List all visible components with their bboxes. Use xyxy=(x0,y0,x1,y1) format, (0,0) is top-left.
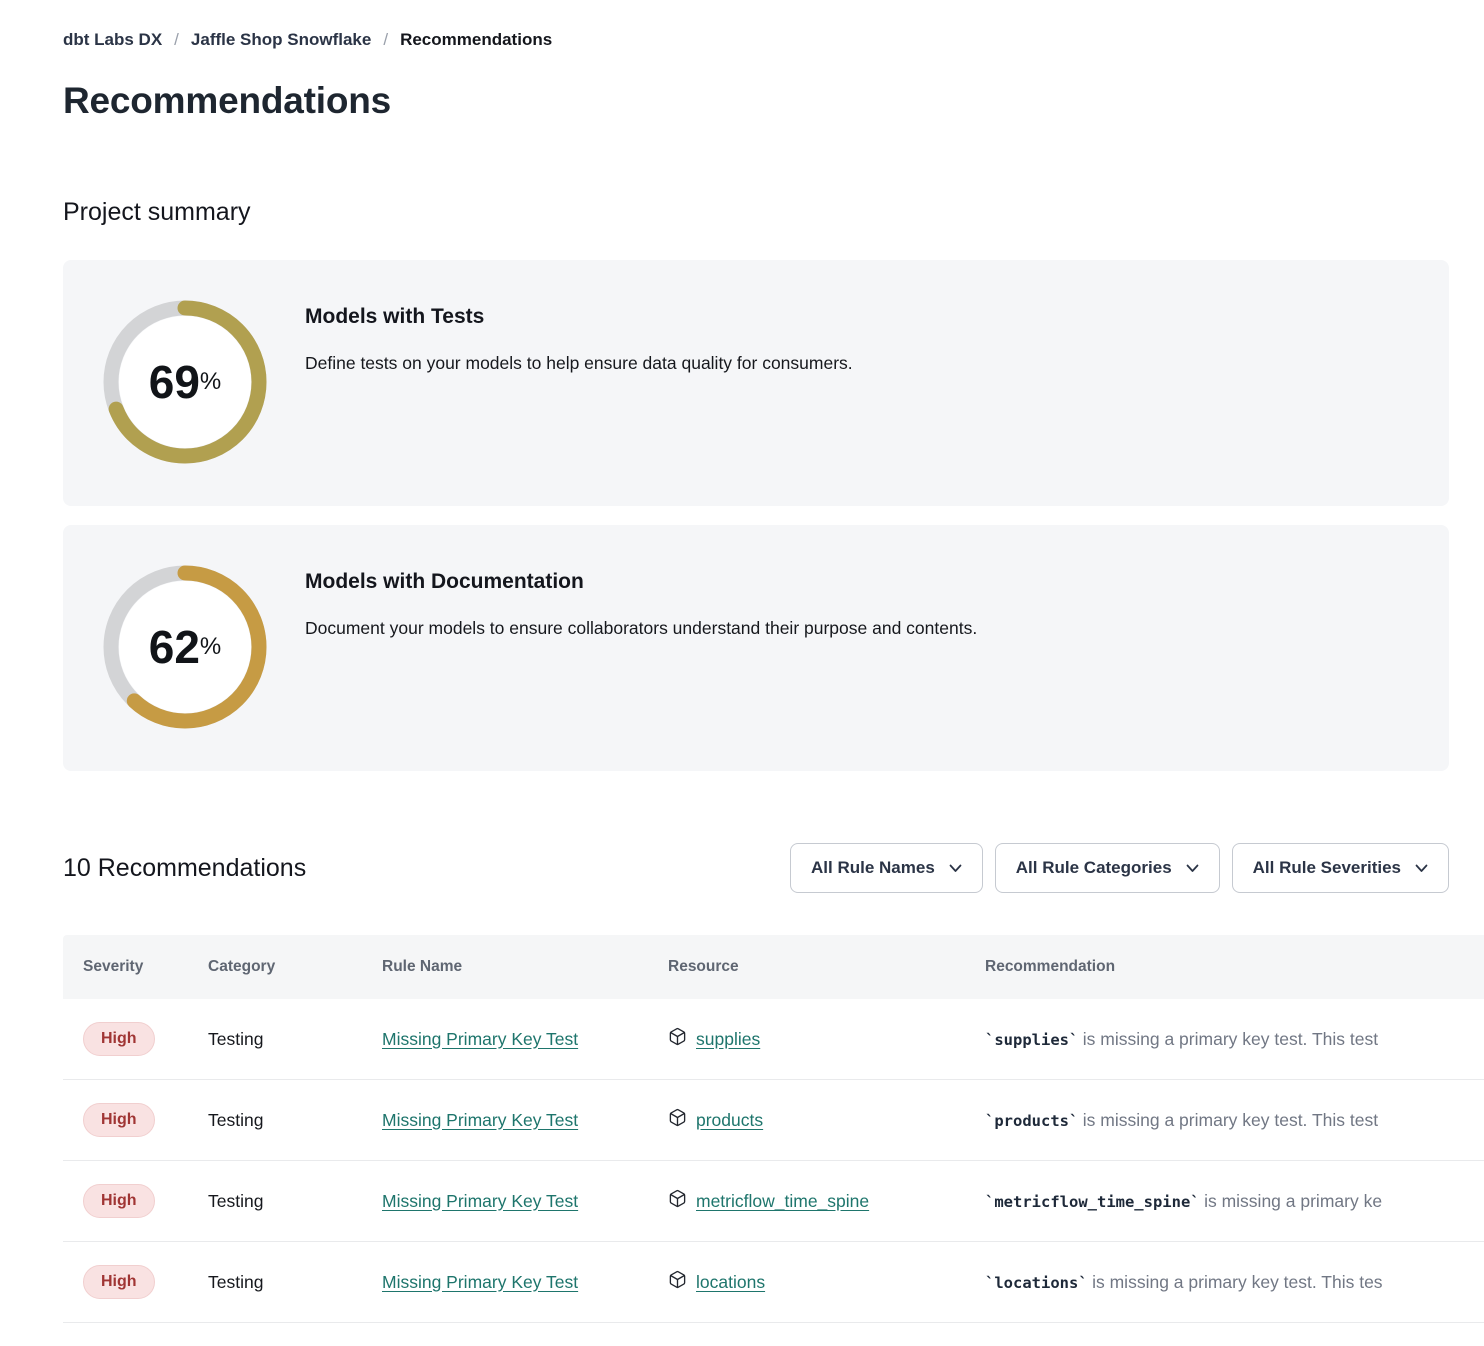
table-row: High Testing Missing Primary Key Test pr… xyxy=(63,1080,1484,1161)
resource-link[interactable]: products xyxy=(696,1109,764,1130)
filter-rule-categories-label: All Rule Categories xyxy=(1015,858,1172,877)
documentation-percent-sign: % xyxy=(199,633,222,660)
model-cube-icon xyxy=(668,1189,687,1213)
category-cell: Testing xyxy=(208,1271,264,1292)
table-row: High Testing Missing Primary Key Test lo… xyxy=(63,1242,1484,1323)
tests-card-description: Define tests on your models to help ensu… xyxy=(305,353,853,373)
filter-rule-names-dropdown[interactable]: All Rule Names xyxy=(790,843,983,893)
tests-percent: 69 xyxy=(148,356,200,408)
recommendation-code: `metricflow_time_spine` xyxy=(985,1192,1200,1211)
category-cell: Testing xyxy=(208,1109,264,1130)
tests-percent-sign: % xyxy=(199,368,222,395)
filters: All Rule Names All Rule Categories All R… xyxy=(790,843,1449,893)
recommendations-table: Severity Category Rule Name Resource Rec… xyxy=(63,935,1484,1323)
recommendation-cell: `products` is missing a primary key test… xyxy=(985,1110,1484,1131)
recommendation-text: is missing a primary key test. This tes xyxy=(1092,1271,1383,1292)
model-cube-icon xyxy=(668,1270,687,1294)
documentation-donut-chart: 62% xyxy=(103,565,267,729)
recommendation-text: is missing a primary ke xyxy=(1204,1190,1383,1211)
breadcrumb-separator: / xyxy=(383,30,389,49)
breadcrumb-separator: / xyxy=(174,30,179,49)
rule-name-link[interactable]: Missing Primary Key Test xyxy=(382,1271,579,1292)
rule-name-link[interactable]: Missing Primary Key Test xyxy=(382,1190,579,1211)
recommendation-text: is missing a primary key test. This test xyxy=(1082,1109,1379,1130)
table-body: High Testing Missing Primary Key Test su… xyxy=(63,999,1484,1323)
column-header-severity: Severity xyxy=(83,958,144,975)
column-header-rule-name: Rule Name xyxy=(382,958,463,975)
filter-rule-severities-dropdown[interactable]: All Rule Severities xyxy=(1231,843,1449,893)
page-title: Recommendations xyxy=(63,80,392,121)
resource-link[interactable]: metricflow_time_spine xyxy=(696,1190,870,1211)
breadcrumb-item-current: Recommendations xyxy=(400,30,553,49)
chevron-down-icon xyxy=(949,858,962,878)
rule-name-link[interactable]: Missing Primary Key Test xyxy=(382,1109,579,1130)
summary-card-documentation: 62% Models with Documentation Document y… xyxy=(63,525,1449,771)
documentation-donut-value: 62% xyxy=(103,565,267,729)
filter-rule-categories-dropdown[interactable]: All Rule Categories xyxy=(994,843,1220,893)
column-header-resource: Resource xyxy=(668,958,739,975)
recommendation-code: `products` xyxy=(985,1111,1079,1130)
severity-badge: High xyxy=(83,1184,155,1218)
filter-rule-names-label: All Rule Names xyxy=(811,858,935,877)
recommendation-code: `locations` xyxy=(985,1273,1088,1292)
documentation-card-title: Models with Documentation xyxy=(305,570,584,593)
breadcrumb-item-environment[interactable]: Jaffle Shop Snowflake xyxy=(190,30,372,49)
summary-card-tests: 69% Models with Tests Define tests on yo… xyxy=(63,260,1449,506)
tests-donut-chart: 69% xyxy=(103,300,267,464)
resource-link[interactable]: locations xyxy=(696,1271,766,1292)
breadcrumb-item-project[interactable]: dbt Labs DX xyxy=(63,30,163,49)
table-row: High Testing Missing Primary Key Test me… xyxy=(63,1161,1484,1242)
severity-badge: High xyxy=(83,1265,155,1299)
project-summary-heading: Project summary xyxy=(63,198,251,226)
resource-link[interactable]: supplies xyxy=(696,1028,761,1049)
model-cube-icon xyxy=(668,1108,687,1132)
documentation-percent: 62 xyxy=(148,621,200,673)
tests-donut-value: 69% xyxy=(103,300,267,464)
column-header-category: Category xyxy=(208,958,276,975)
documentation-card-description: Document your models to ensure collabora… xyxy=(305,618,978,638)
recommendation-cell: `supplies` is missing a primary key test… xyxy=(985,1029,1484,1050)
breadcrumb: dbt Labs DX / Jaffle Shop Snowflake / Re… xyxy=(63,30,1484,50)
recommendation-cell: `locations` is missing a primary key tes… xyxy=(985,1272,1484,1293)
column-header-recommendation: Recommendation xyxy=(985,958,1116,975)
table-row: High Testing Missing Primary Key Test su… xyxy=(63,999,1484,1080)
recommendations-count-heading: 10 Recommendations xyxy=(63,853,307,882)
recommendation-text: is missing a primary key test. This test xyxy=(1082,1028,1379,1049)
table-header-row: Severity Category Rule Name Resource Rec… xyxy=(63,935,1484,999)
recommendation-code: `supplies` xyxy=(985,1030,1079,1049)
recommendations-toolbar: 10 Recommendations All Rule Names All Ru… xyxy=(63,843,1449,893)
severity-badge: High xyxy=(83,1022,155,1056)
tests-card-title: Models with Tests xyxy=(305,305,485,328)
category-cell: Testing xyxy=(208,1028,264,1049)
filter-rule-severities-label: All Rule Severities xyxy=(1252,858,1401,877)
recommendation-cell: `metricflow_time_spine` is missing a pri… xyxy=(985,1191,1484,1212)
model-cube-icon xyxy=(668,1027,687,1051)
chevron-down-icon xyxy=(1415,858,1428,878)
severity-badge: High xyxy=(83,1103,155,1137)
chevron-down-icon xyxy=(1186,858,1199,878)
category-cell: Testing xyxy=(208,1190,264,1211)
rule-name-link[interactable]: Missing Primary Key Test xyxy=(382,1028,579,1049)
